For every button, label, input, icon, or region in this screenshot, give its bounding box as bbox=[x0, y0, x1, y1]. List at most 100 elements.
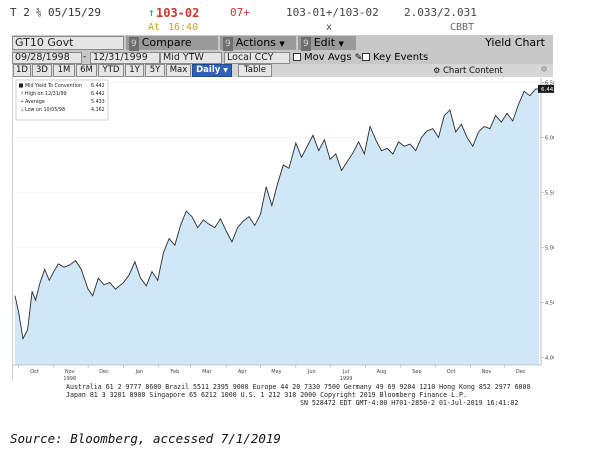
chart-legend: Mid Yield To Convention 6.442 ↑ High on … bbox=[15, 79, 109, 121]
x-year-label: 1998 bbox=[63, 376, 76, 381]
bid-ask-yields: 2.033/2.031 bbox=[404, 6, 477, 19]
y-tick-label: 5.500 bbox=[545, 190, 554, 196]
maturity: 05/15/29 bbox=[48, 6, 101, 19]
compare-label: Compare bbox=[141, 36, 192, 49]
field-selector[interactable]: Mid YTW bbox=[160, 52, 222, 64]
y-tick-label: 4.500 bbox=[545, 300, 554, 306]
legend-label: High on 12/31/99 bbox=[25, 91, 67, 97]
period-1m[interactable]: 1M bbox=[53, 64, 75, 77]
x-tick-label: Mar bbox=[202, 369, 212, 375]
chart-content-tab[interactable]: ⚙ Chart Content bbox=[414, 64, 522, 77]
period-6m[interactable]: 6M bbox=[76, 64, 97, 77]
last-value-marker: 6.442 GT10 bbox=[538, 84, 580, 93]
checkbox-icon[interactable] bbox=[293, 53, 301, 61]
actions-number: 9 bbox=[223, 37, 233, 51]
price-change: 07+ bbox=[230, 6, 250, 19]
legend-value: 6.442 bbox=[91, 91, 105, 97]
parameter-toolbar: 09/28/1998 - 12/31/1999 Mid YTW Local CC… bbox=[12, 51, 553, 64]
last-value-label: 6.442 GT10 bbox=[541, 87, 554, 93]
chevron-down-icon: ▼ bbox=[223, 67, 228, 74]
frequency-daily[interactable]: Daily ▼ bbox=[192, 64, 232, 77]
chevron-down-icon: ▼ bbox=[338, 40, 344, 48]
table-tab-label: Table bbox=[244, 65, 266, 75]
bid-ask: 103-01+/103-02 bbox=[286, 6, 379, 19]
key-events-label: Key Events bbox=[373, 52, 429, 63]
period-3d[interactable]: 3D bbox=[32, 64, 52, 77]
x-tick-label: Oct bbox=[30, 369, 39, 375]
x-year-label: 1999 bbox=[340, 376, 353, 381]
start-date-field[interactable]: 09/28/1998 bbox=[12, 52, 82, 64]
x-tick-label: Jan bbox=[135, 369, 144, 375]
quote-time: 16:40 bbox=[168, 22, 199, 33]
at-label: At bbox=[148, 22, 161, 33]
table-tab[interactable]: Table bbox=[238, 64, 272, 77]
x-tick-label: Dec bbox=[516, 369, 526, 375]
frequency-label: Daily bbox=[196, 65, 221, 75]
legend-value: 6.442 bbox=[91, 83, 105, 89]
x-tick-label: May bbox=[271, 369, 281, 375]
chart-content-label: Chart Content bbox=[443, 66, 503, 76]
edit-label: Edit bbox=[313, 36, 336, 49]
currency-selector[interactable]: Local CCY bbox=[224, 52, 290, 64]
legend-label: Mid Yield To Convention bbox=[25, 83, 82, 89]
y-axis-ticks: 6.500 6.000 5.500 5.000 4.500 4.000 bbox=[541, 80, 559, 361]
ticker: T 2 bbox=[10, 6, 30, 19]
x-tick-label: Aug bbox=[377, 369, 387, 375]
period-ytd[interactable]: YTD bbox=[98, 64, 124, 77]
coupon-fraction: ⅜ bbox=[36, 8, 42, 18]
y-tick-label: 4.000 bbox=[545, 355, 554, 361]
legend-swatch bbox=[19, 83, 23, 88]
footer-contacts-line1: Australia 61 2 9777 8600 Brazil 5511 239… bbox=[66, 383, 531, 391]
end-date-field[interactable]: 12/31/1999 bbox=[90, 52, 160, 64]
footer-contacts-line2: Japan 81 3 3201 8900 Singapore 65 6212 1… bbox=[66, 391, 467, 399]
page-title: Yield Chart bbox=[485, 36, 545, 49]
actions-button[interactable]: 9 Actions ▼ bbox=[220, 36, 296, 51]
series-line bbox=[14, 88, 540, 341]
x-tick-label: Dec bbox=[99, 369, 109, 375]
pencil-icon[interactable]: ✎ bbox=[354, 53, 363, 63]
low-marker-icon: ↓ bbox=[20, 107, 24, 113]
x-axis-ticks: Oct Nov Dec Jan Feb Mar Apr May Jun Jul Aug Sep Oct N… bbox=[18, 365, 526, 382]
x-tick-label: Jun bbox=[307, 369, 316, 375]
yield-chart: 6.500 6.000 5.500 5.000 4.500 4.000 Oct Nov Dec… bbox=[12, 77, 580, 382]
security-field[interactable]: GT10 Govt bbox=[12, 36, 124, 50]
x-tick-label: Sep bbox=[412, 369, 421, 375]
compare-button[interactable]: 9 Compare bbox=[126, 36, 218, 51]
legend-box bbox=[15, 79, 109, 121]
chart-svg: 6.500 6.000 5.500 5.000 4.500 4.000 Oct Nov Dec… bbox=[13, 77, 580, 382]
period-1d[interactable]: 1D bbox=[13, 64, 31, 77]
size-separator: x bbox=[326, 22, 333, 33]
x-tick-label: Feb bbox=[170, 369, 179, 375]
settings-icon[interactable]: ✲ bbox=[538, 64, 550, 77]
actions-label: Actions bbox=[235, 36, 276, 49]
average-marker-icon: + bbox=[20, 99, 24, 105]
last-price: 103-02 bbox=[156, 6, 200, 20]
x-tick-label: Oct bbox=[447, 369, 456, 375]
pricing-source: CBBT bbox=[450, 22, 475, 33]
legend-value: 4.162 bbox=[91, 107, 105, 113]
legend-label: Average bbox=[25, 99, 45, 105]
edit-button[interactable]: 9 Edit ▼ bbox=[298, 36, 356, 51]
compare-number: 9 bbox=[129, 37, 139, 51]
chevron-down-icon: ▼ bbox=[279, 40, 285, 48]
mov-avgs-label: Mov Avgs bbox=[304, 52, 352, 63]
y-tick-label: 5.000 bbox=[545, 245, 554, 251]
period-toolbar: 1D 3D 1M 6M YTD 1Y 5Y Max Daily ▼ Table … bbox=[12, 64, 553, 77]
y-tick-label: 6.500 bbox=[545, 80, 554, 86]
period-1y[interactable]: 1Y bbox=[125, 64, 144, 77]
edit-number: 9 bbox=[301, 37, 311, 51]
function-toolbar: GT10 Govt 9 Compare 9 Actions ▼ 9 Edit ▼ Yi… bbox=[12, 35, 553, 51]
period-5y[interactable]: 5Y bbox=[145, 64, 165, 77]
y-tick-label: 6.000 bbox=[545, 135, 554, 141]
x-tick-label: Nov bbox=[65, 369, 75, 375]
source-note: Source: Bloomberg, accessed 7/1/2019 bbox=[10, 431, 281, 446]
checkbox-icon[interactable] bbox=[362, 53, 370, 61]
period-max[interactable]: Max bbox=[166, 64, 191, 77]
footer-session-info: SN 528472 EDT GMT-4:00 H701-2850-2 01-Ju… bbox=[300, 399, 519, 407]
high-marker-icon: ↑ bbox=[20, 91, 24, 97]
key-events-toggle[interactable]: Key Events bbox=[362, 52, 428, 64]
date-range-separator: - bbox=[83, 52, 87, 62]
mov-avgs-toggle[interactable]: Mov Avgs ✎ bbox=[293, 52, 362, 64]
legend-value: 5.433 bbox=[91, 99, 105, 105]
